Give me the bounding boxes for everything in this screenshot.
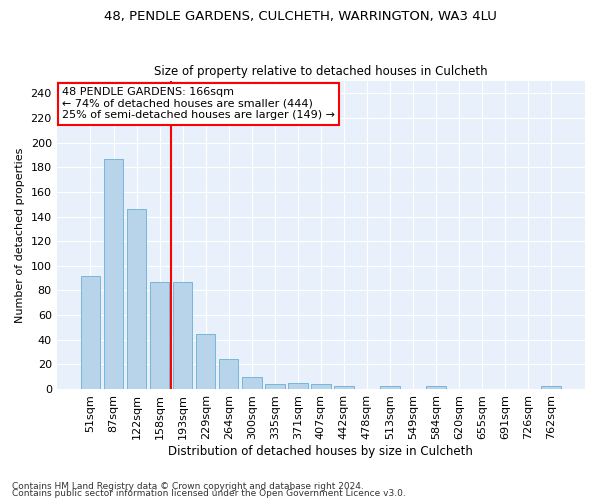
Text: Contains public sector information licensed under the Open Government Licence v3: Contains public sector information licen… [12,489,406,498]
Bar [242,376,262,389]
Text: 48, PENDLE GARDENS, CULCHETH, WARRINGTON, WA3 4LU: 48, PENDLE GARDENS, CULCHETH, WARRINGTON… [104,10,496,23]
Bar [219,360,238,389]
Bar [380,386,400,389]
Bar [311,384,331,389]
Bar [541,386,561,389]
Bar [104,158,123,389]
Bar [196,334,215,389]
Y-axis label: Number of detached properties: Number of detached properties [15,148,25,322]
Bar [426,386,446,389]
Title: Size of property relative to detached houses in Culcheth: Size of property relative to detached ho… [154,66,488,78]
Bar [150,282,169,389]
X-axis label: Distribution of detached houses by size in Culcheth: Distribution of detached houses by size … [169,444,473,458]
Bar [173,282,193,389]
Bar [334,386,353,389]
Text: Contains HM Land Registry data © Crown copyright and database right 2024.: Contains HM Land Registry data © Crown c… [12,482,364,491]
Bar [288,383,308,389]
Bar [80,276,100,389]
Text: 48 PENDLE GARDENS: 166sqm
← 74% of detached houses are smaller (444)
25% of semi: 48 PENDLE GARDENS: 166sqm ← 74% of detac… [62,87,335,120]
Bar [127,209,146,389]
Bar [265,384,284,389]
